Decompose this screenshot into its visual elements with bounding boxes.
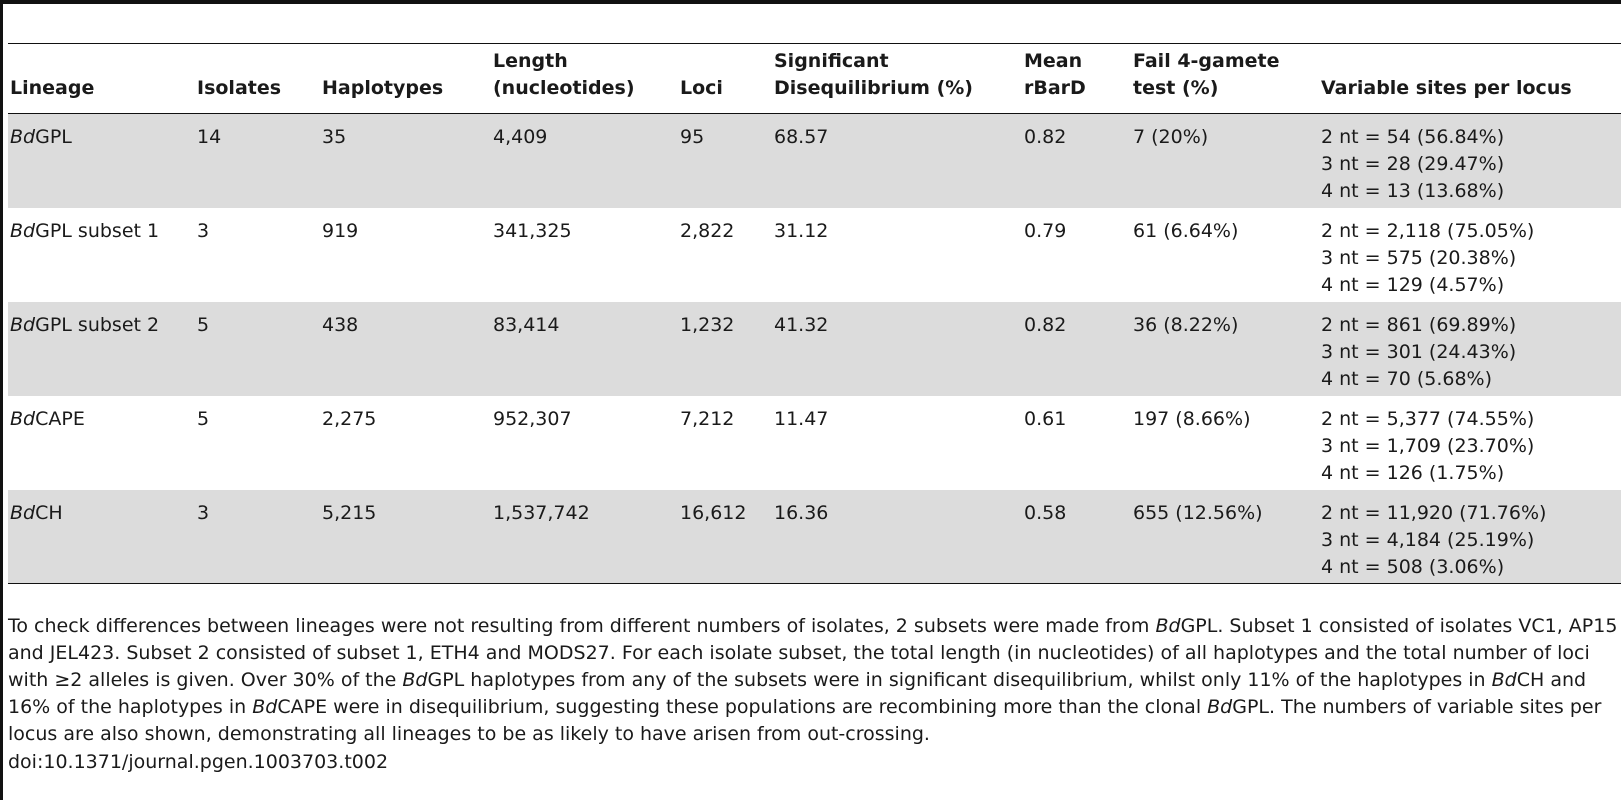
header-isolates: Isolates bbox=[197, 77, 282, 99]
variable-sites-cell: 2 nt = 5,377 (74.55%) 3 nt = 1,709 (23.70… bbox=[1321, 407, 1535, 484]
rbard-cell: 0.61 bbox=[1024, 407, 1067, 430]
rbard-cell: 0.79 bbox=[1024, 219, 1067, 242]
header-length: Length (nucleotides) bbox=[493, 50, 635, 99]
header-variable-sites: Variable sites per locus bbox=[1321, 77, 1572, 99]
variable-sites-cell: 2 nt = 2,118 (75.05%) 3 nt = 575 (20.38%)… bbox=[1321, 219, 1535, 296]
loci-cell: 95 bbox=[678, 113, 772, 208]
length-cell: 4,409 bbox=[491, 113, 678, 208]
isolates-cell: 3 bbox=[195, 489, 320, 584]
doi-link[interactable]: doi:10.1371/journal.pgen.1003703.t002 bbox=[8, 751, 389, 773]
header-row: Lineage Isolates Haplotypes Length (nucle… bbox=[8, 43, 1621, 114]
rbard-cell: 0.82 bbox=[1022, 113, 1131, 208]
data-table-container: Lineage Isolates Haplotypes Length (nucle… bbox=[8, 43, 1621, 584]
lineage-cell: BdCH bbox=[8, 489, 195, 584]
length-cell: 341,325 bbox=[493, 219, 572, 242]
rbard-cell: 0.58 bbox=[1022, 489, 1131, 584]
header-loci: Loci bbox=[680, 77, 723, 99]
table-row: BdGPL subset 2 5 438 83,414 1,232 41.32 … bbox=[8, 301, 1621, 396]
isolates-cell: 5 bbox=[195, 301, 320, 396]
lineage-cell: BdCAPE bbox=[10, 407, 85, 430]
variable-sites-cell: 2 nt = 11,920 (71.76%) 3 nt = 4,184 (25.1… bbox=[1319, 489, 1621, 584]
variable-sites-cell: 2 nt = 861 (69.89%) 3 nt = 301 (24.43%) 4 … bbox=[1319, 301, 1621, 396]
haplotypes-cell: 919 bbox=[322, 219, 359, 242]
haplotypes-cell: 438 bbox=[320, 301, 491, 396]
lineage-cell: BdGPL bbox=[8, 113, 195, 208]
disequilibrium-cell: 41.32 bbox=[772, 301, 1022, 396]
disequilibrium-cell: 31.12 bbox=[774, 219, 829, 242]
rbard-cell: 0.82 bbox=[1022, 301, 1131, 396]
lineage-cell: BdGPL subset 2 bbox=[8, 301, 195, 396]
table-row: BdGPL 14 35 4,409 95 68.57 0.82 7 (20%) … bbox=[8, 113, 1621, 208]
table-row: BdGPL subset 1 3 919 341,325 2,822 31.12… bbox=[8, 208, 1621, 302]
disequilibrium-cell: 11.47 bbox=[774, 407, 829, 430]
header-disequilibrium: Significant Disequilibrium (%) bbox=[774, 50, 973, 99]
table-row: BdCH 3 5,215 1,537,742 16,612 16.36 0.58… bbox=[8, 489, 1621, 584]
disequilibrium-cell: 16.36 bbox=[772, 489, 1022, 584]
haplotypes-cell: 5,215 bbox=[320, 489, 491, 584]
loci-cell: 16,612 bbox=[678, 489, 772, 584]
fail4-cell: 197 (8.66%) bbox=[1133, 407, 1251, 430]
haplotypes-cell: 35 bbox=[320, 113, 491, 208]
header-rbard: Mean rBarD bbox=[1024, 50, 1086, 99]
length-cell: 83,414 bbox=[491, 301, 678, 396]
table-row: BdCAPE 5 2,275 952,307 7,212 11.47 0.61 … bbox=[8, 396, 1621, 490]
table-footnote: To check differences between lineages we… bbox=[8, 615, 1618, 745]
fail4-cell: 655 (12.56%) bbox=[1131, 489, 1319, 584]
loci-cell: 1,232 bbox=[678, 301, 772, 396]
loci-cell: 7,212 bbox=[680, 407, 735, 430]
haplotypes-cell: 2,275 bbox=[322, 407, 377, 430]
variable-sites-cell: 2 nt = 54 (56.84%) 3 nt = 28 (29.47%) 4 nt… bbox=[1319, 113, 1621, 208]
isolates-cell: 5 bbox=[197, 407, 210, 430]
fail4-cell: 61 (6.64%) bbox=[1133, 219, 1239, 242]
disequilibrium-cell: 68.57 bbox=[772, 113, 1022, 208]
fail4-cell: 7 (20%) bbox=[1131, 113, 1319, 208]
isolates-cell: 14 bbox=[195, 113, 320, 208]
lineage-table: Lineage Isolates Haplotypes Length (nucle… bbox=[8, 43, 1621, 584]
loci-cell: 2,822 bbox=[680, 219, 735, 242]
top-rule bbox=[0, 0, 1621, 4]
isolates-cell: 3 bbox=[197, 219, 210, 242]
length-cell: 1,537,742 bbox=[491, 489, 678, 584]
length-cell: 952,307 bbox=[493, 407, 572, 430]
header-lineage: Lineage bbox=[10, 77, 95, 99]
header-fail4: Fail 4-gamete test (%) bbox=[1133, 50, 1280, 99]
lineage-cell: BdGPL subset 1 bbox=[10, 219, 160, 242]
fail4-cell: 36 (8.22%) bbox=[1131, 301, 1319, 396]
left-rule bbox=[0, 0, 3, 800]
header-haplotypes: Haplotypes bbox=[322, 77, 444, 99]
